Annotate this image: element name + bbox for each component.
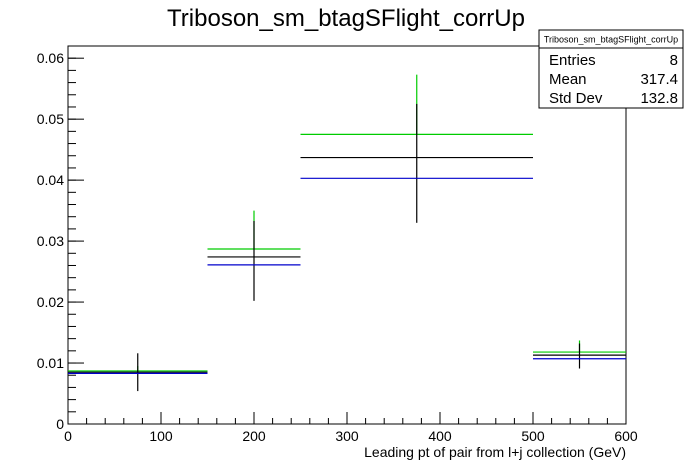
x-tick-label: 300 <box>335 428 359 444</box>
y-tick-label: 0.05 <box>37 111 64 127</box>
y-tick-label: 0.01 <box>37 355 64 371</box>
stats-mean-value: 317.4 <box>640 71 678 88</box>
chart-title: Triboson_sm_btagSFlight_corrUp <box>167 5 525 32</box>
stats-entries-value: 8 <box>670 52 678 69</box>
stats-stddev-value: 132.8 <box>640 90 678 107</box>
y-tick-label: 0.04 <box>37 172 64 188</box>
x-axis-label: Leading pt of pair from l+j collection (… <box>364 444 626 460</box>
x-tick-label: 200 <box>242 428 266 444</box>
x-tick-label: 500 <box>521 428 545 444</box>
y-tick-label: 0 <box>56 416 64 432</box>
stats-entries-label: Entries <box>549 52 596 69</box>
x-axis: 0 100 200 300 400 500 600 <box>64 412 638 444</box>
y-tick-label: 0.03 <box>37 233 64 249</box>
stats-box: Triboson_sm_btagSFlight_corrUp Entries 8… <box>538 29 684 109</box>
y-tick-label: 0.02 <box>37 294 64 310</box>
y-axis: 0 0.01 0.02 0.03 0.04 0.05 0.06 <box>37 45 84 432</box>
x-tick-label: 400 <box>428 428 452 444</box>
y-tick-label: 0.06 <box>37 50 64 66</box>
stats-box-title: Triboson_sm_btagSFlight_corrUp <box>544 35 678 45</box>
data-series <box>68 74 626 392</box>
x-tick-label: 100 <box>149 428 173 444</box>
stats-mean-label: Mean <box>549 71 587 88</box>
x-tick-label: 600 <box>614 428 638 444</box>
x-tick-label: 0 <box>64 428 72 444</box>
stats-stddev-label: Std Dev <box>549 90 603 107</box>
